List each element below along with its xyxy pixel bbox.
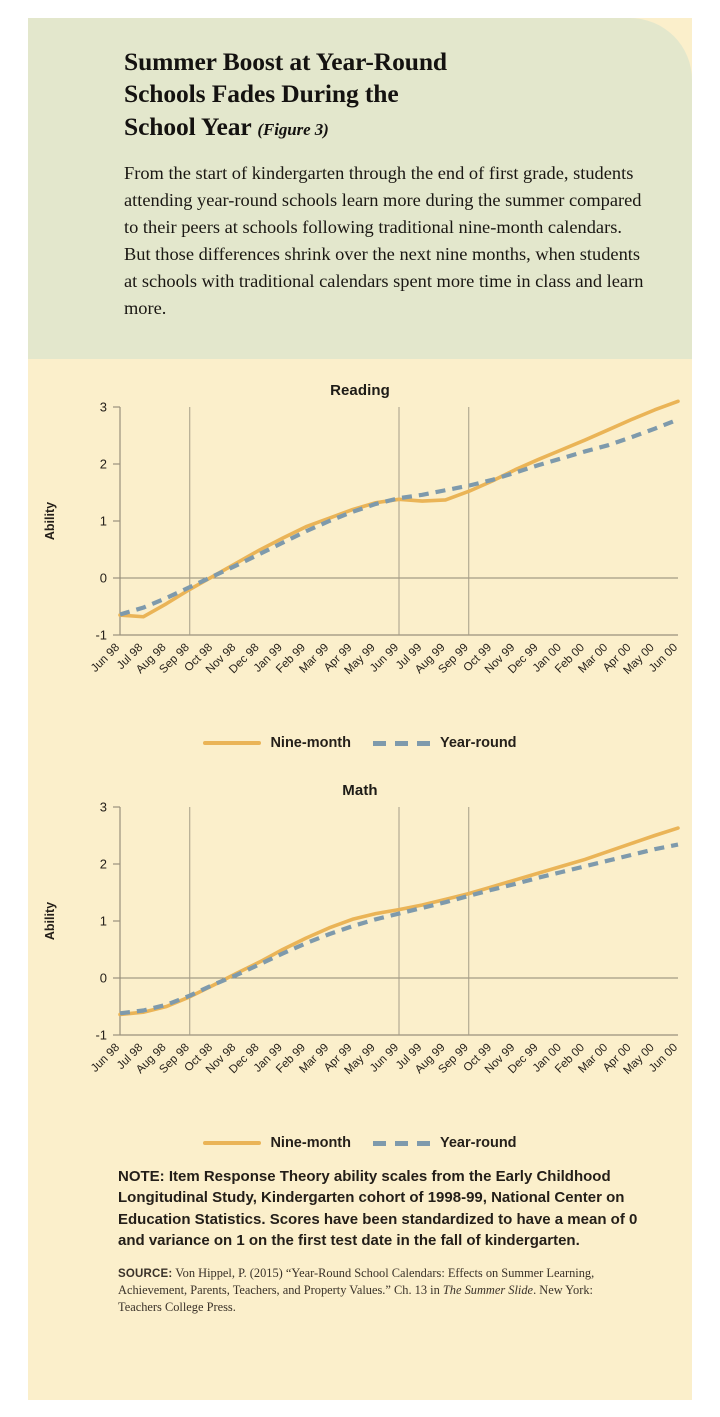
- legend-label-nine-month: Nine-month: [270, 1135, 351, 1151]
- y-tick-label: 1: [100, 514, 107, 529]
- source-text: SOURCE: Von Hippel, P. (2015) “Year-Roun…: [118, 1265, 638, 1315]
- y-tick-label: 2: [100, 457, 107, 472]
- source-body-1: Von Hippel, P. (2015) “Year-Round School…: [118, 1266, 595, 1298]
- y-tick-label: 3: [100, 800, 107, 815]
- figure-description: From the start of kindergarten through t…: [124, 163, 644, 319]
- legend-label-year-round: Year-round: [440, 1135, 517, 1151]
- legend-swatch-solid-icon: [203, 741, 262, 745]
- legend-swatch-dashed-icon: [373, 1140, 431, 1146]
- title-line-2: Schools Fades During the: [124, 79, 399, 109]
- note-body: Item Response Theory ability scales from…: [118, 1168, 638, 1249]
- figure-frame: Summer Boost at Year-Round Schools Fades…: [28, 18, 692, 1400]
- y-tick-label: 2: [100, 857, 107, 872]
- page-title: Summer Boost at Year-Round Schools Fades…: [124, 46, 646, 143]
- y-tick-label: 0: [100, 971, 107, 986]
- legend-entry-nine-month: Nine-month: [203, 1135, 351, 1151]
- y-tick-label: 1: [100, 914, 107, 929]
- legend-entry-year-round: Year-round: [373, 735, 517, 751]
- legend-swatch-dashed-icon: [373, 740, 431, 746]
- x-tick-label: Jun 98: [88, 641, 122, 675]
- legend-math: Nine-month Year-round: [28, 1135, 692, 1151]
- legend-entry-year-round: Year-round: [373, 1135, 517, 1151]
- chart-reading: Reading -1 0 1 2 3 Ability Jun 98 Jul 98 Aug 98 S…: [28, 359, 692, 759]
- note-label: NOTE:: [118, 1168, 165, 1185]
- title-line-3: School Year: [124, 111, 252, 141]
- series-line-nine-month: [118, 826, 680, 1017]
- legend-entry-nine-month: Nine-month: [203, 735, 351, 751]
- y-tick-label: 3: [100, 400, 107, 415]
- legend-swatch-solid-icon: [203, 1141, 262, 1145]
- source-body-2: . New York: Teachers College Press.: [118, 1283, 593, 1314]
- figure-header-panel: Summer Boost at Year-Round Schools Fades…: [28, 18, 692, 359]
- x-tick-label: Jun 98: [88, 1041, 122, 1075]
- legend-reading: Nine-month Year-round: [28, 735, 692, 751]
- chart-title-reading: Reading: [330, 382, 390, 399]
- legend-label-nine-month: Nine-month: [270, 735, 351, 751]
- y-tick-label: 0: [100, 571, 107, 586]
- figure-number: (Figure 3): [257, 119, 329, 139]
- chart-title-math: Math: [342, 782, 378, 799]
- series-line-year-round: [119, 842, 679, 1016]
- source-label: SOURCE:: [118, 1268, 173, 1281]
- y-axis-title: Ability: [43, 502, 57, 540]
- title-line-1: Summer Boost at Year-Round: [124, 47, 447, 76]
- y-tick-label: -1: [95, 1028, 107, 1043]
- legend-label-year-round: Year-round: [440, 735, 517, 751]
- chart-math: Math -1 0 1 2 3 Ability Jun 98 Jul 98 Aug 98 Sep …: [28, 759, 692, 1159]
- series-line-nine-month: [118, 399, 680, 619]
- series-line-year-round: [119, 417, 679, 617]
- y-tick-label: -1: [95, 628, 107, 643]
- note-text: NOTE: Item Response Theory ability scale…: [118, 1166, 638, 1251]
- source-italic-title: The Summer Slide: [442, 1283, 534, 1298]
- footnotes: NOTE: Item Response Theory ability scale…: [118, 1166, 638, 1315]
- y-axis-title: Ability: [43, 902, 57, 940]
